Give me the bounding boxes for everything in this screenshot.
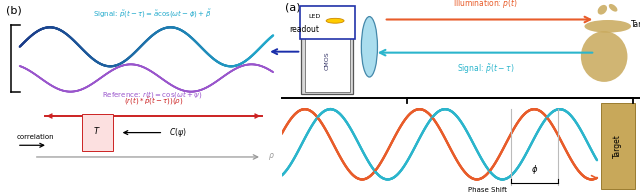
Ellipse shape (598, 5, 607, 15)
Bar (600, 103, 635, 189)
Circle shape (326, 18, 344, 23)
Text: (b): (b) (6, 6, 21, 16)
Text: Phase Shift: Phase Shift (468, 187, 508, 193)
Text: Signal: $\tilde{p}(t-\tau)$: Signal: $\tilde{p}(t-\tau)$ (457, 62, 515, 76)
Bar (300, 6, 355, 39)
Bar (305, 35, 349, 92)
Text: Signal: $\tilde{p}(t-\tau) = \tilde{a}\cos(\omega t - \phi) + \tilde{\beta}$: Signal: $\tilde{p}(t-\tau) = \tilde{a}\c… (93, 8, 211, 20)
Bar (301, 6, 353, 94)
Text: $T$: $T$ (93, 125, 101, 136)
Text: $C(\psi)$: $C(\psi)$ (169, 126, 187, 139)
Text: CMOS: CMOS (324, 51, 330, 70)
Text: LED: LED (308, 14, 321, 19)
Text: Illumination: $p(t)$: Illumination: $p(t)$ (453, 0, 518, 10)
Circle shape (584, 20, 631, 33)
Text: Target: Target (631, 20, 640, 29)
Text: (a): (a) (285, 3, 301, 13)
Text: $\rho$: $\rho$ (268, 152, 275, 162)
Ellipse shape (609, 4, 618, 12)
Bar (82, 114, 113, 151)
Text: Reference: $r(t) = \cos(\omega t + \psi)$: Reference: $r(t) = \cos(\omega t + \psi)… (102, 89, 202, 100)
Text: $(r(t) * \tilde{p}(t-\tau))(\rho)$: $(r(t) * \tilde{p}(t-\tau))(\rho)$ (124, 96, 183, 107)
Text: correlation: correlation (17, 135, 54, 140)
Ellipse shape (362, 17, 378, 77)
Ellipse shape (581, 31, 627, 82)
Text: readout: readout (289, 25, 319, 34)
Text: $\phi$: $\phi$ (531, 162, 538, 176)
Text: Target: Target (613, 134, 622, 158)
